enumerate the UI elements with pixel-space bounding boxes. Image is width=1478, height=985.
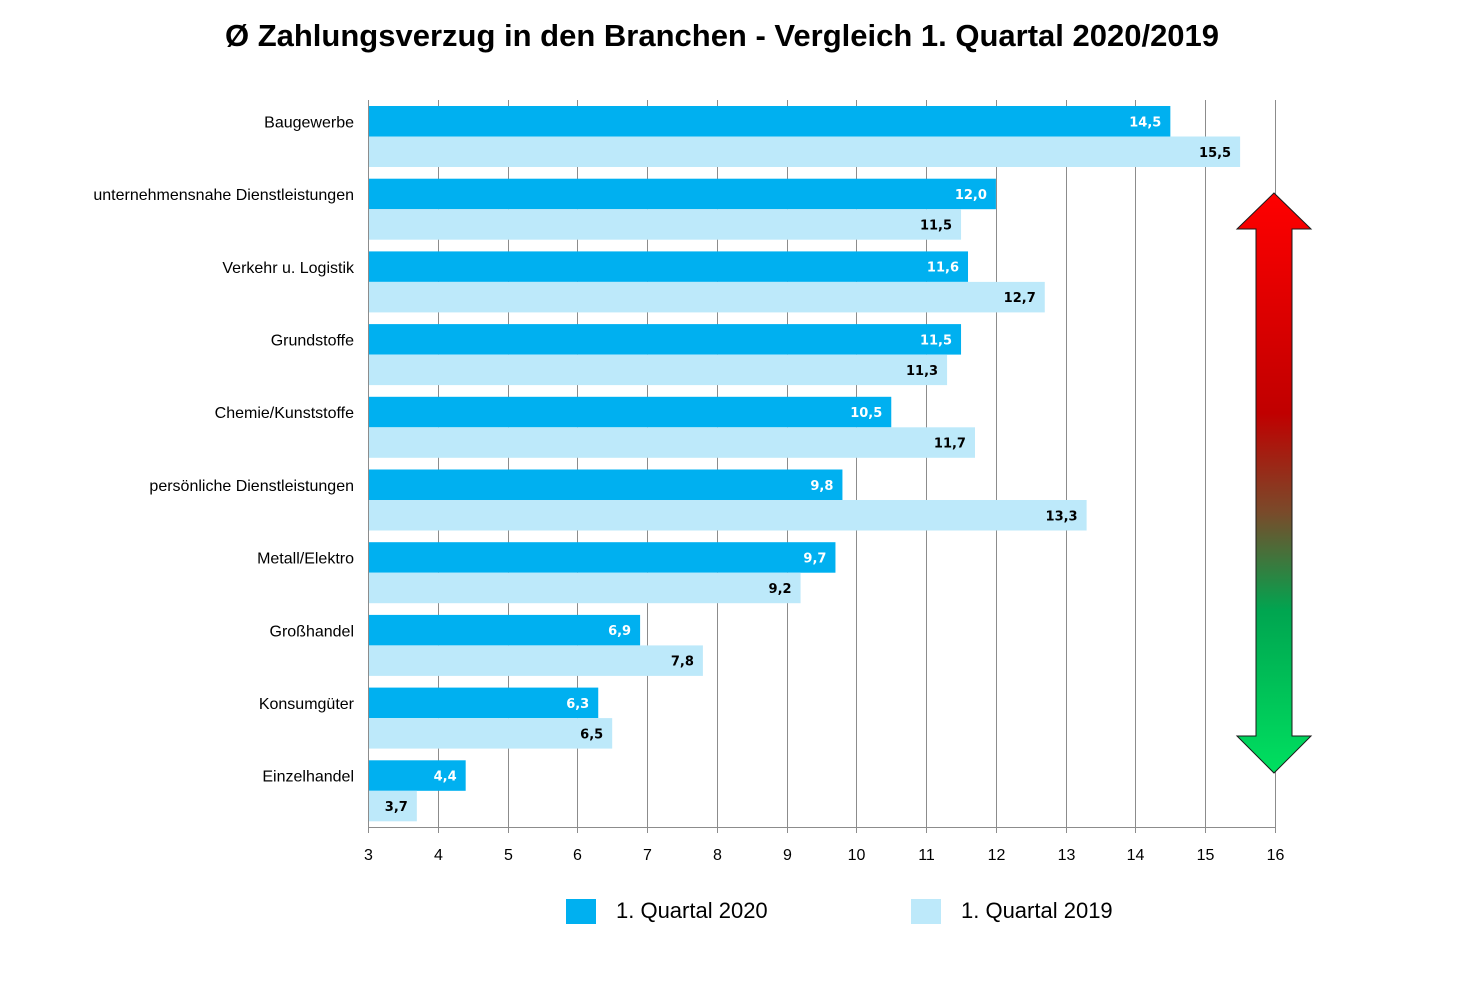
category-label: Einzelhandel — [262, 769, 354, 786]
bar-2020 — [369, 614, 641, 646]
bar-2019 — [369, 209, 962, 240]
data-label: 9,2 — [769, 582, 792, 597]
data-label: 3,7 — [385, 800, 408, 815]
x-tick-label: 11 — [918, 847, 935, 864]
x-tick-label: 15 — [1197, 847, 1215, 864]
bar-2020 — [369, 760, 466, 791]
data-label: 12,7 — [1004, 291, 1036, 306]
data-label: 11,5 — [920, 218, 952, 233]
bar-2019 — [369, 136, 1241, 167]
legend-label-2020: 1. Quartal 2020 — [616, 898, 768, 923]
data-label: 13,3 — [1046, 509, 1078, 524]
legend-label-2019: 1. Quartal 2019 — [961, 898, 1113, 923]
bar-2020 — [369, 542, 836, 573]
category-label: Grundstoffe — [271, 332, 354, 349]
data-label: 14,5 — [1129, 115, 1161, 130]
x-tick-label: 3 — [364, 847, 373, 864]
data-label: 10,5 — [850, 406, 882, 421]
data-label: 6,3 — [566, 697, 589, 712]
x-tick-label: 9 — [783, 847, 792, 864]
x-tick-label: 5 — [504, 847, 513, 864]
bar-2020 — [369, 469, 843, 500]
data-label: 6,9 — [608, 624, 631, 639]
data-label: 12,0 — [955, 188, 987, 203]
x-tick-label: 16 — [1267, 847, 1285, 864]
category-label: Metall/Elektro — [257, 551, 354, 568]
data-label: 9,7 — [803, 551, 826, 566]
data-label: 11,5 — [920, 333, 952, 348]
category-label: Verkehr u. Logistik — [222, 260, 355, 277]
data-label: 9,8 — [810, 479, 833, 494]
x-tick-label: 6 — [573, 847, 582, 864]
category-label: Chemie/Kunststoffe — [215, 405, 354, 422]
bar-2020 — [369, 396, 892, 428]
bar-2019 — [369, 354, 948, 386]
category-label: Konsumgüter — [259, 696, 355, 713]
bar-2020 — [369, 251, 969, 282]
x-tick-label: 10 — [848, 847, 866, 864]
bar-2019 — [369, 281, 1045, 313]
data-label: 11,6 — [927, 261, 959, 276]
bar-2020 — [369, 687, 599, 719]
legend-item-2020: 1. Quartal 2020 — [566, 898, 768, 924]
legend-swatch-2020 — [566, 898, 596, 924]
data-label: 15,5 — [1199, 146, 1231, 161]
x-tick-label: 7 — [643, 847, 652, 864]
category-label: unternehmensnahe Dienstleistungen — [93, 187, 354, 204]
x-tick-label: 13 — [1058, 847, 1076, 864]
bar-2019 — [369, 427, 975, 458]
x-tick-label: 12 — [988, 847, 1006, 864]
legend-swatch-2019 — [911, 898, 941, 924]
bar-2019 — [369, 645, 703, 676]
x-tick-label: 8 — [713, 847, 722, 864]
bar-2019 — [369, 718, 613, 749]
data-label: 11,3 — [906, 364, 938, 379]
x-tick-label: 14 — [1127, 847, 1145, 864]
bar-2020 — [369, 106, 1171, 137]
x-tick-label: 4 — [434, 847, 443, 864]
risk-arrow-icon — [1235, 192, 1313, 774]
category-label: Großhandel — [270, 623, 355, 640]
data-label: 4,4 — [434, 770, 457, 785]
data-label: 6,5 — [580, 727, 603, 742]
bar-2019 — [369, 790, 417, 822]
legend-item-2019: 1. Quartal 2019 — [911, 898, 1113, 924]
category-label: persönliche Dienstleistungen — [149, 478, 354, 495]
bar-2020 — [369, 178, 996, 210]
category-label: Baugewerbe — [264, 114, 354, 131]
bar-2019 — [369, 572, 801, 604]
bar-2019 — [369, 500, 1087, 531]
chart-title: Ø Zahlungsverzug in den Branchen - Vergl… — [224, 18, 1220, 53]
data-label: 7,8 — [671, 655, 694, 670]
bar-2020 — [369, 324, 962, 355]
data-label: 11,7 — [934, 437, 966, 452]
